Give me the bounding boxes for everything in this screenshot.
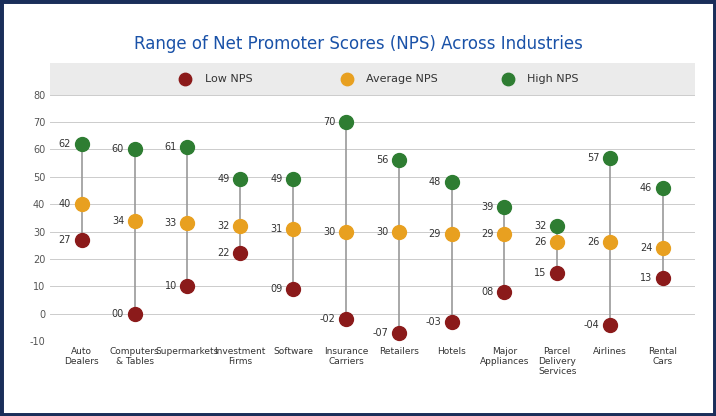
Point: [393, 228, 405, 235]
Text: 40: 40: [59, 199, 72, 209]
Point: [287, 286, 299, 292]
Text: 00: 00: [112, 309, 124, 319]
Point: [551, 269, 563, 276]
Text: 30: 30: [376, 227, 388, 237]
Text: 60: 60: [112, 144, 124, 154]
Point: [129, 310, 140, 317]
Point: [235, 250, 246, 257]
Text: Average NPS: Average NPS: [366, 74, 437, 84]
Text: 09: 09: [270, 284, 283, 294]
Text: High NPS: High NPS: [527, 74, 579, 84]
Point: [446, 319, 458, 325]
Point: [393, 157, 405, 163]
Text: 49: 49: [218, 174, 230, 184]
Point: [180, 75, 191, 82]
Text: -07: -07: [372, 328, 388, 338]
Point: [498, 203, 510, 210]
Point: [340, 119, 352, 125]
Point: [129, 146, 140, 153]
Point: [287, 225, 299, 232]
Point: [393, 329, 405, 336]
Text: 29: 29: [481, 229, 494, 239]
Text: 49: 49: [270, 174, 283, 184]
Text: 62: 62: [59, 139, 72, 149]
Text: 33: 33: [165, 218, 177, 228]
Point: [182, 220, 193, 227]
Point: [235, 223, 246, 229]
Text: 22: 22: [217, 248, 230, 258]
Text: 29: 29: [429, 229, 441, 239]
Point: [502, 75, 513, 82]
Point: [341, 75, 352, 82]
Point: [498, 288, 510, 295]
Text: 57: 57: [587, 153, 599, 163]
Text: Low NPS: Low NPS: [205, 74, 253, 84]
Point: [76, 141, 87, 147]
Text: 70: 70: [323, 117, 335, 127]
Point: [446, 231, 458, 238]
Text: 34: 34: [112, 215, 124, 225]
Text: 48: 48: [429, 177, 441, 187]
Text: 56: 56: [376, 155, 388, 165]
Text: 24: 24: [640, 243, 652, 253]
Text: 61: 61: [165, 141, 177, 151]
Point: [76, 236, 87, 243]
Point: [604, 321, 616, 328]
Text: 31: 31: [270, 224, 283, 234]
Point: [235, 176, 246, 183]
Point: [340, 228, 352, 235]
Text: 15: 15: [534, 267, 546, 277]
Text: 30: 30: [323, 227, 335, 237]
Point: [182, 143, 193, 150]
Text: -02: -02: [319, 314, 335, 324]
Text: 46: 46: [640, 183, 652, 193]
Point: [446, 179, 458, 186]
Point: [76, 201, 87, 208]
Text: 32: 32: [218, 221, 230, 231]
Text: 13: 13: [640, 273, 652, 283]
Text: 26: 26: [587, 238, 599, 248]
Text: 26: 26: [534, 238, 546, 248]
Text: 08: 08: [482, 287, 494, 297]
Point: [129, 217, 140, 224]
Point: [551, 239, 563, 246]
Point: [657, 245, 669, 251]
Text: 39: 39: [482, 202, 494, 212]
Point: [604, 239, 616, 246]
Text: 27: 27: [59, 235, 72, 245]
Point: [551, 223, 563, 229]
Text: -03: -03: [425, 317, 441, 327]
Text: 10: 10: [165, 281, 177, 291]
Point: [604, 154, 616, 161]
Text: Range of Net Promoter Scores (NPS) Across Industries: Range of Net Promoter Scores (NPS) Acros…: [134, 35, 582, 53]
Text: 32: 32: [534, 221, 546, 231]
Point: [498, 231, 510, 238]
Point: [182, 283, 193, 290]
Point: [287, 176, 299, 183]
Point: [657, 275, 669, 282]
Text: -04: -04: [584, 319, 599, 329]
Point: [340, 316, 352, 322]
Point: [657, 184, 669, 191]
